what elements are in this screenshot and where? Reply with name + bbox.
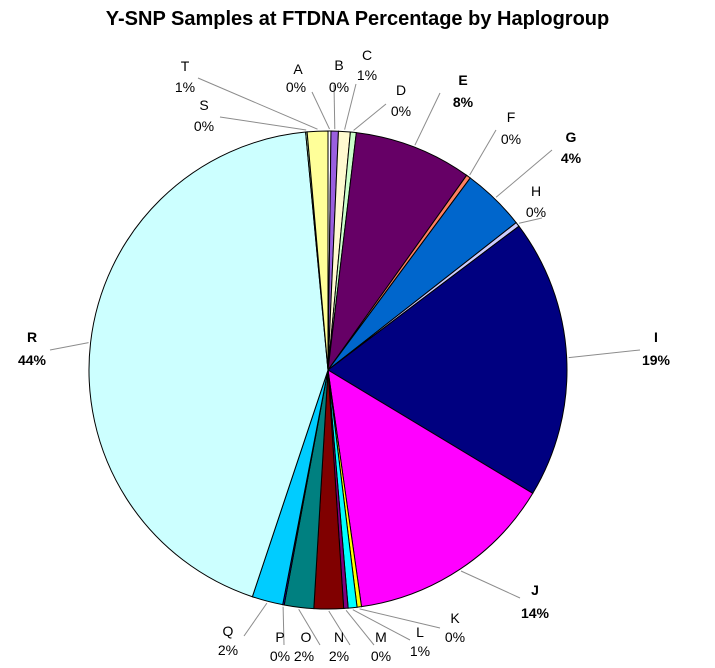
leader-line-q: [243, 602, 268, 637]
slice-percent-m: 0%: [371, 648, 391, 664]
slice-label-k: K: [450, 610, 460, 626]
slice-label-c: C: [362, 47, 372, 63]
leader-line-n: [328, 610, 351, 646]
slice-percent-c: 1%: [357, 67, 377, 83]
leader-line-s: [219, 116, 307, 131]
slice-percent-f: 0%: [501, 131, 521, 147]
slice-label-e: E: [458, 72, 467, 88]
slice-label-i: I: [654, 329, 658, 345]
slice-percent-a: 0%: [286, 79, 306, 95]
slice-label-g: G: [566, 129, 577, 145]
slice-percent-p: 0%: [270, 648, 290, 664]
slice-label-f: F: [507, 109, 516, 125]
leader-line-r: [49, 342, 89, 351]
pie-slice-j: [327, 369, 534, 608]
slice-label-l: L: [416, 624, 424, 640]
leader-lines: [49, 77, 641, 646]
slice-percent-i: 19%: [642, 352, 671, 368]
slice-percent-e: 8%: [453, 94, 474, 110]
slice-label-d: D: [396, 82, 406, 98]
slice-label-b: B: [334, 57, 343, 73]
slice-percent-k: 0%: [445, 629, 465, 645]
slice-label-a: A: [293, 61, 303, 77]
slice-percent-t: 1%: [175, 79, 195, 95]
slice-label-p: P: [275, 629, 284, 645]
leader-line-k: [359, 608, 441, 629]
slice-label-o: O: [301, 629, 312, 645]
chart-title: Y-SNP Samples at FTDNA Percentage by Hap…: [105, 8, 610, 30]
leader-line-e: [414, 92, 441, 146]
slice-labels: A 0% B 0% C 1% D 0% E 8% F 0% G 4% H 0% I 19% J 14% K 0% L 1% M 0…: [18, 47, 671, 664]
slice-percent-g: 4%: [561, 150, 582, 166]
slice-percent-r: 44%: [18, 352, 47, 368]
slice-percent-o: 2%: [294, 648, 314, 664]
slice-percent-q: 2%: [218, 642, 238, 658]
slice-label-m: M: [375, 629, 387, 645]
slice-label-r: R: [27, 329, 37, 345]
slice-percent-n: 2%: [329, 648, 349, 664]
slice-percent-d: 0%: [391, 103, 411, 119]
leader-line-p: [282, 606, 285, 646]
slice-label-j: J: [531, 582, 539, 598]
leader-line-d: [353, 103, 387, 131]
slice-percent-l: 1%: [410, 643, 430, 659]
slice-percent-h: 0%: [526, 204, 546, 220]
pie-slice-t: [306, 130, 329, 371]
leader-line-i: [568, 349, 641, 359]
leader-line-c: [344, 83, 357, 130]
leader-line-o: [298, 608, 321, 646]
pie-slices: [88, 130, 568, 610]
slice-percent-s: 0%: [194, 118, 214, 134]
slice-percent-b: 0%: [329, 79, 349, 95]
leader-line-f: [469, 129, 497, 176]
leader-line-h: [518, 217, 543, 224]
slice-label-q: Q: [223, 623, 234, 639]
pie-slice-e: [327, 132, 468, 371]
pie-slice-i: [327, 225, 568, 495]
leader-line-t: [197, 77, 318, 130]
slice-label-h: H: [531, 183, 541, 199]
slice-label-n: N: [334, 629, 344, 645]
leader-line-l: [352, 609, 411, 641]
slice-label-t: T: [181, 58, 190, 74]
leader-line-j: [460, 570, 521, 599]
slice-label-s: S: [199, 97, 208, 113]
leader-line-b: [333, 84, 336, 130]
leader-line-g: [495, 149, 553, 198]
leader-line-m: [345, 609, 375, 646]
pie-slice-r: [88, 131, 329, 598]
slice-percent-j: 14%: [521, 605, 550, 621]
leader-line-a: [311, 91, 330, 130]
